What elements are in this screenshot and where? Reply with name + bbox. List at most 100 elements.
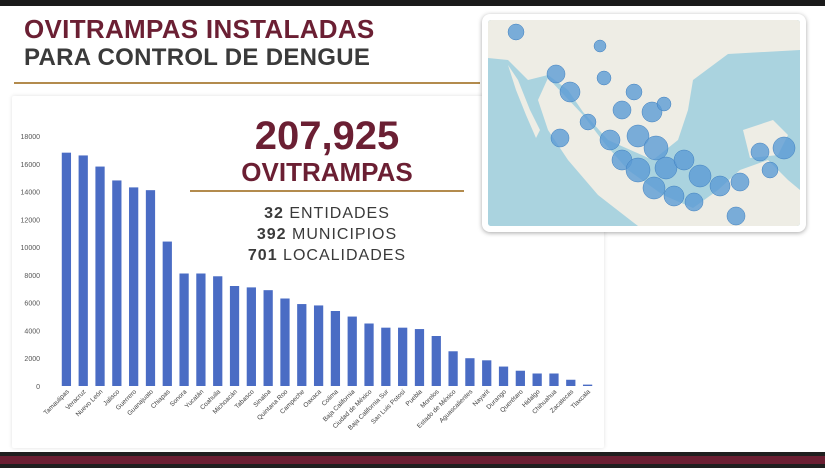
bar-sinaloa	[263, 290, 273, 386]
map-bubble	[688, 164, 712, 188]
bar-tamaulipas	[61, 152, 72, 386]
y-tick-label: 4000	[24, 328, 40, 335]
total-ovitrampas-number: 207,925	[254, 114, 400, 158]
bar-quintana-roo	[280, 298, 290, 386]
bar-san-luis-potosí	[398, 327, 408, 386]
stats-divider	[190, 190, 464, 192]
bar-colima	[330, 311, 341, 386]
stat-municipios: 392 MUNICIPIOS	[190, 225, 464, 245]
bar-jalisco	[112, 180, 122, 386]
stat-localidades-number: 701	[247, 247, 278, 264]
map-bubble	[726, 206, 746, 226]
map-bubble	[684, 192, 704, 212]
map-bubble	[579, 113, 597, 131]
map-bubble	[641, 101, 663, 123]
map-bubble	[559, 81, 581, 103]
bar-aguascalientes	[465, 358, 475, 386]
bar-baja-california	[347, 316, 357, 386]
title-divider	[14, 82, 480, 84]
map-bubble	[625, 157, 651, 183]
bar-veracruz	[78, 155, 88, 386]
bottom-brand-band	[0, 456, 825, 464]
map-bubble	[643, 135, 669, 161]
stat-localidades: 701 LOCALIDADES	[190, 246, 464, 266]
bar-hidalgo	[532, 373, 542, 386]
bar-chart: 0 2000 4000 6000 8000 10000 12000 14000 16000 180…	[21, 134, 593, 432]
x-tick-label: Tamaulipas	[43, 388, 72, 417]
bar-nayarit	[482, 360, 492, 386]
stat-municipios-number: 392	[256, 226, 287, 243]
map-bubble	[593, 39, 607, 53]
map-bubble	[654, 156, 678, 180]
map-bubble	[761, 161, 779, 179]
map-bubble	[546, 64, 566, 84]
y-tick-label: 0	[36, 384, 40, 391]
map-bubble	[673, 149, 695, 171]
stats-panel: 207,925 OVITRAMPAS 32 ENTIDADES 392 MUNI…	[190, 110, 464, 270]
map-bubble	[599, 129, 621, 151]
map-bubble	[656, 96, 672, 112]
bar-baja-california-sur	[381, 327, 391, 386]
y-tick-label: 6000	[24, 301, 40, 308]
map-bubble	[750, 142, 770, 162]
y-tick-label: 2000	[24, 356, 40, 363]
map-bubble	[772, 136, 796, 160]
bar-yucatán	[196, 273, 206, 386]
bar-tabasco	[246, 287, 256, 386]
stat-entidades: 32 ENTIDADES	[190, 204, 464, 224]
bar-coahuila	[213, 276, 223, 386]
map-bubble	[596, 70, 612, 86]
bar-querétaro	[515, 370, 525, 386]
bar-oaxaca	[313, 305, 324, 386]
bar-guanajuato	[145, 190, 156, 386]
y-tick-label: 14000	[21, 190, 41, 197]
map-bubble	[730, 172, 750, 192]
bar-series	[61, 152, 593, 386]
y-tick-label: 16000	[21, 162, 41, 169]
bar-chiapas	[162, 241, 172, 386]
bar-ciudad-de-méxico	[364, 323, 374, 386]
page-title: OVITRAMPAS INSTALADAS	[24, 14, 375, 44]
map-graphic	[488, 20, 800, 226]
map-baja-peninsula	[508, 65, 540, 138]
y-tick-label: 8000	[24, 273, 40, 280]
bar-morelos	[431, 336, 441, 386]
stat-entidades-number: 32	[264, 205, 284, 222]
bar-durango	[498, 366, 509, 386]
y-tick-label: 10000	[21, 245, 41, 252]
map-bubbles	[507, 23, 796, 226]
bar-sonora	[179, 273, 189, 386]
map-bubble	[625, 83, 643, 101]
x-tick-label: Oaxaca	[302, 388, 323, 409]
bar-nuevo-león	[95, 166, 105, 386]
stat-entidades-label: ENTIDADES	[289, 205, 390, 222]
y-axis: 0 2000 4000 6000 8000 10000 12000 14000 16000 180…	[21, 134, 41, 391]
y-tick-label: 12000	[21, 217, 41, 224]
map-bubble	[550, 128, 570, 148]
stat-municipios-label: MUNICIPIOS	[292, 226, 398, 243]
bar-chihuahua	[549, 373, 559, 386]
x-tick-label: Chiapas	[150, 388, 172, 410]
map-bubble	[507, 23, 525, 41]
map-bubble	[663, 185, 685, 207]
map-bubble	[642, 176, 666, 200]
map-bubble	[709, 175, 731, 197]
bar-tlaxcala	[582, 384, 593, 386]
map-bubble	[612, 100, 632, 120]
bar-zacatecas	[566, 379, 576, 386]
mexico-map[interactable]	[488, 20, 800, 226]
top-frame-bar	[0, 0, 825, 6]
bar-michoacán	[229, 286, 240, 386]
bar-estado-de-méxico	[448, 351, 458, 386]
map-card	[482, 14, 806, 232]
y-tick-label: 18000	[21, 134, 41, 141]
map-land-north	[488, 20, 800, 160]
bar-guerrero	[129, 187, 139, 386]
stat-localidades-label: LOCALIDADES	[283, 247, 407, 264]
page-subtitle: PARA CONTROL DE DENGUE	[24, 44, 371, 71]
bar-campeche	[297, 304, 307, 386]
bar-puebla	[414, 329, 425, 386]
total-ovitrampas-label: OVITRAMPAS	[241, 157, 413, 187]
map-bubble	[626, 124, 650, 148]
